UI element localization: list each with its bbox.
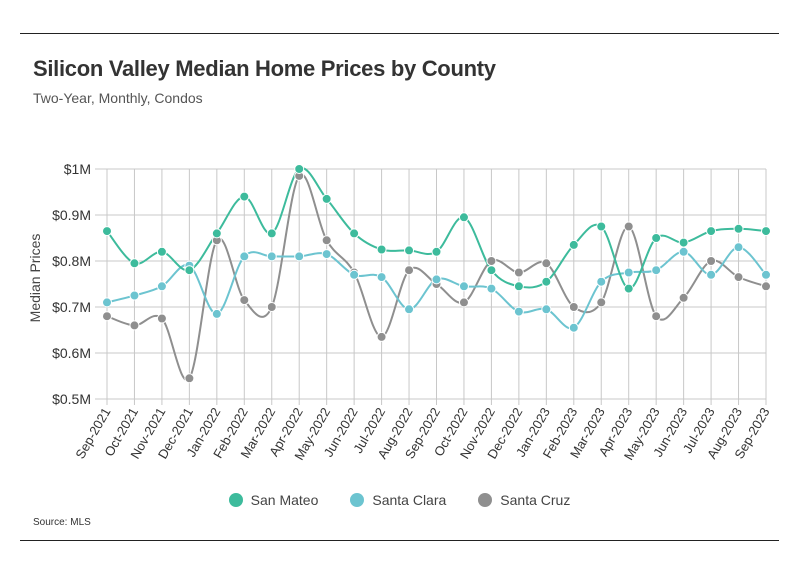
chart-title: Silicon Valley Median Home Prices by Cou… bbox=[33, 56, 496, 81]
data-point-san-mateo bbox=[568, 239, 579, 250]
data-point-san-mateo bbox=[761, 226, 771, 237]
y-tick-label: $0.7M bbox=[52, 299, 91, 315]
legend-swatch-san-mateo bbox=[228, 493, 243, 507]
legend-swatch-santa-cruz bbox=[478, 493, 493, 507]
data-point-san-mateo bbox=[102, 226, 112, 237]
y-axis-label: Median Prices bbox=[27, 234, 43, 323]
data-point-san-mateo bbox=[623, 283, 634, 294]
legend: San Mateo Santa Clara Santa Cruz bbox=[0, 492, 799, 508]
legend-label-santa-clara: Santa Clara bbox=[372, 492, 447, 508]
data-point-san-mateo bbox=[129, 258, 140, 269]
data-point-santa-cruz bbox=[321, 235, 332, 246]
legend-label-san-mateo: San Mateo bbox=[250, 492, 319, 508]
data-point-santa-clara bbox=[404, 304, 415, 315]
data-point-san-mateo bbox=[733, 223, 744, 234]
data-point-san-mateo bbox=[596, 221, 607, 232]
legend-item-san-mateo: San Mateo bbox=[228, 492, 319, 508]
data-point-santa-cruz bbox=[184, 373, 195, 384]
data-point-santa-cruz bbox=[541, 258, 552, 269]
legend-label-santa-cruz: Santa Cruz bbox=[500, 492, 571, 508]
data-point-santa-cruz bbox=[568, 302, 579, 312]
data-point-santa-clara bbox=[431, 274, 442, 285]
data-point-san-mateo bbox=[266, 228, 277, 239]
data-point-san-mateo bbox=[294, 164, 305, 174]
data-point-san-mateo bbox=[321, 193, 332, 204]
data-point-santa-clara bbox=[458, 281, 469, 292]
data-point-san-mateo bbox=[486, 265, 497, 276]
data-point-santa-clara bbox=[568, 322, 579, 333]
y-tick-label: $0.8M bbox=[52, 253, 91, 269]
data-point-santa-clara bbox=[349, 269, 360, 280]
data-point-santa-cruz bbox=[761, 281, 771, 292]
data-point-santa-clara bbox=[761, 269, 771, 280]
data-point-santa-clara bbox=[678, 246, 689, 257]
data-point-san-mateo bbox=[156, 246, 167, 257]
data-point-san-mateo bbox=[349, 228, 360, 239]
data-point-san-mateo bbox=[458, 212, 469, 223]
legend-item-santa-clara: Santa Clara bbox=[350, 492, 446, 508]
data-point-santa-clara bbox=[513, 306, 524, 317]
data-point-santa-clara bbox=[294, 251, 305, 262]
grid bbox=[95, 168, 767, 405]
data-point-santa-clara bbox=[651, 265, 662, 276]
y-tick-labels: $0.5M $0.6M $0.7M $0.8M $0.9M $1M bbox=[52, 161, 91, 407]
data-point-santa-clara bbox=[376, 272, 387, 283]
data-point-santa-clara bbox=[733, 242, 744, 253]
data-point-santa-cruz bbox=[733, 272, 744, 283]
legend-swatch-santa-clara bbox=[350, 493, 365, 507]
data-point-san-mateo bbox=[678, 237, 689, 248]
data-point-santa-clara bbox=[321, 249, 332, 260]
legend-item-santa-cruz: Santa Cruz bbox=[478, 492, 570, 508]
data-point-santa-cruz bbox=[102, 311, 112, 322]
data-point-santa-cruz bbox=[706, 256, 717, 266]
y-tick-label: $1M bbox=[64, 161, 91, 177]
x-tick-labels: Sep-2021Oct-2021Nov-2021Dec-2021Jan-2022… bbox=[72, 405, 772, 463]
chart-subtitle: Two-Year, Monthly, Condos bbox=[33, 90, 203, 106]
data-point-santa-clara bbox=[706, 269, 717, 280]
top-rule bbox=[20, 33, 779, 34]
data-point-santa-clara bbox=[541, 304, 552, 315]
series-line-santa-cruz bbox=[106, 173, 767, 382]
y-tick-label: $0.5M bbox=[52, 391, 91, 407]
data-point-santa-cruz bbox=[513, 267, 524, 278]
data-point-santa-cruz bbox=[156, 313, 167, 324]
y-tick-label: $0.9M bbox=[52, 207, 91, 223]
data-point-santa-clara bbox=[596, 276, 607, 287]
data-point-san-mateo bbox=[706, 226, 717, 237]
data-point-santa-cruz bbox=[239, 295, 250, 306]
data-point-santa-clara bbox=[102, 297, 112, 308]
data-point-santa-cruz bbox=[266, 302, 277, 312]
data-point-santa-clara bbox=[266, 251, 277, 262]
data-point-santa-cruz bbox=[404, 265, 415, 276]
data-point-santa-cruz bbox=[651, 311, 662, 322]
data-point-santa-cruz bbox=[596, 297, 607, 308]
data-point-santa-cruz bbox=[376, 331, 387, 342]
data-point-san-mateo bbox=[211, 228, 222, 239]
data-point-santa-clara bbox=[211, 308, 222, 319]
series-points bbox=[102, 164, 771, 384]
data-point-san-mateo bbox=[376, 244, 387, 255]
data-point-santa-clara bbox=[239, 251, 250, 262]
data-point-santa-cruz bbox=[129, 320, 140, 331]
data-point-san-mateo bbox=[651, 233, 662, 243]
y-tick-label: $0.6M bbox=[52, 345, 91, 361]
data-point-santa-cruz bbox=[678, 292, 689, 303]
data-point-santa-cruz bbox=[486, 256, 497, 266]
data-point-santa-cruz bbox=[458, 297, 469, 308]
data-point-santa-clara bbox=[156, 281, 167, 292]
source-note: Source: MLS bbox=[33, 517, 91, 528]
data-point-santa-clara bbox=[486, 283, 497, 294]
data-point-san-mateo bbox=[239, 191, 250, 202]
data-point-san-mateo bbox=[541, 276, 552, 287]
data-point-san-mateo bbox=[513, 281, 524, 292]
data-point-san-mateo bbox=[431, 246, 442, 257]
data-point-santa-clara bbox=[623, 267, 634, 278]
data-point-san-mateo bbox=[404, 245, 415, 256]
data-point-san-mateo bbox=[184, 265, 195, 276]
bottom-rule bbox=[20, 540, 779, 541]
data-point-santa-cruz bbox=[623, 221, 634, 232]
data-point-santa-clara bbox=[129, 290, 140, 301]
